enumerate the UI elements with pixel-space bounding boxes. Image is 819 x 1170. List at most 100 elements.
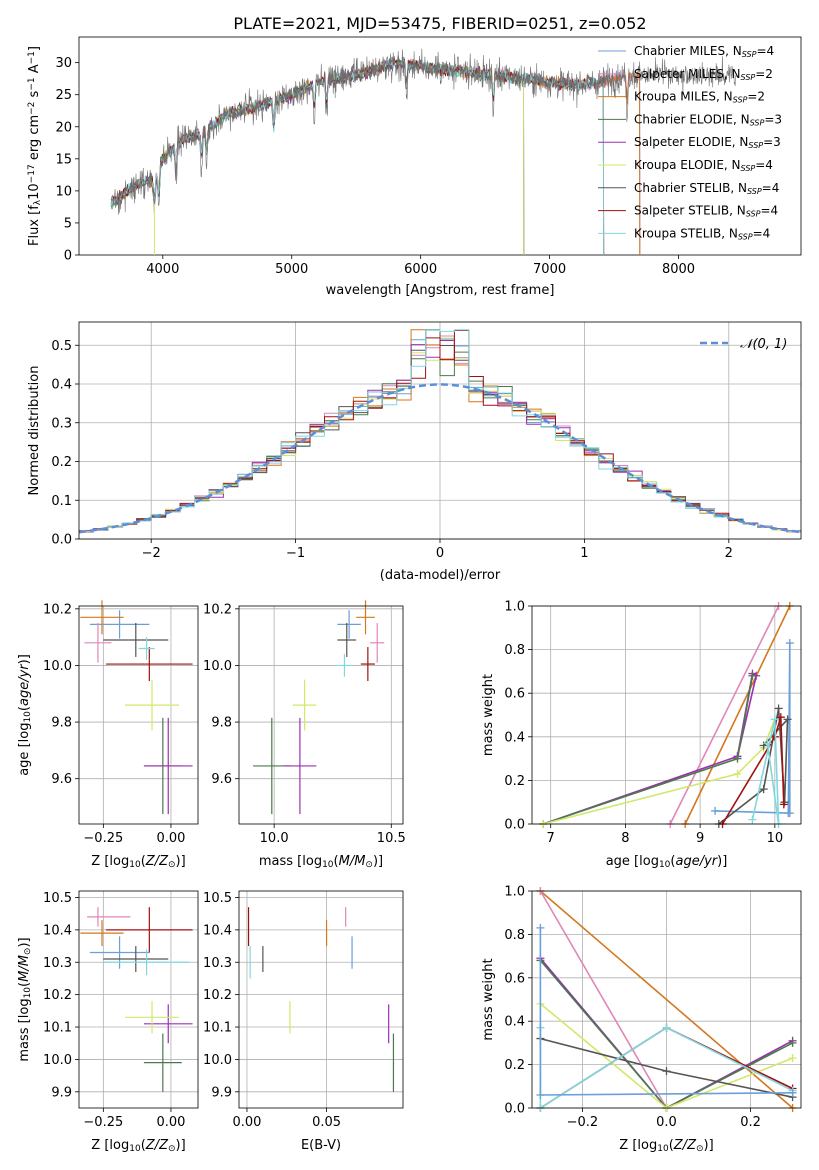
axes-frame: [531, 890, 802, 1109]
weight-marker: [662, 1067, 671, 1076]
x-tick-label: 8: [621, 831, 629, 846]
weight-marker: [785, 639, 794, 648]
y-tick-label: 0.4: [504, 730, 525, 745]
model-spectrum-line: [110, 58, 525, 256]
x-tick-label: 0.05: [312, 1115, 341, 1130]
x-tick-label: 4000: [146, 262, 179, 277]
x-tick-label: −1: [286, 546, 305, 561]
model-spectrum-line: [110, 56, 525, 256]
y-tick-label: 0.2: [504, 774, 525, 789]
weight-marker: [779, 800, 788, 809]
weight-line: [543, 719, 776, 825]
y-axis-label: mass weight: [481, 674, 496, 756]
model-spectrum-line: [110, 57, 605, 256]
weight-marker: [774, 704, 783, 713]
x-tick-label: 9: [696, 831, 704, 846]
y-tick-label: 9.6: [51, 772, 72, 787]
y-tick-label: 10.2: [203, 602, 232, 617]
y-tick-label: 10.5: [203, 891, 232, 906]
y-tick-label: 10.4: [43, 923, 72, 938]
y-tick-label: 10.0: [43, 659, 72, 674]
legend-entry: 𝒩(0, 1): [740, 337, 787, 352]
x-tick-label: −2: [142, 546, 161, 561]
legend-entry: Salpeter MILES, NSSP=2: [634, 67, 773, 82]
y-axis-label: mass weight: [481, 958, 496, 1040]
weight-marker: [733, 769, 742, 778]
y-tick-label: 0.0: [504, 818, 525, 833]
x-tick-label: 1: [580, 546, 588, 561]
y-tick-label: 1.0: [504, 885, 525, 900]
legend-entry: Kroupa MILES, NSSP=2: [634, 90, 765, 105]
y-axis-label: Flux [fλ10−17 erg cm−2 s−1 A−1]: [27, 46, 43, 246]
y-tick-label: 0.2: [504, 1058, 525, 1073]
y-tick-label: 0.3: [51, 416, 72, 431]
axes-frame: [78, 605, 199, 825]
y-tick-label: 9.9: [211, 1085, 232, 1100]
y-axis-label: age [log10(age/yr)]: [17, 654, 33, 776]
y-tick-label: 9.6: [211, 772, 232, 787]
legend-entry: Chabrier MILES, NSSP=4: [634, 44, 774, 59]
weight-marker: [788, 1038, 797, 1047]
y-tick-label: 0.5: [51, 339, 72, 354]
weight-marker: [783, 715, 792, 724]
y-tick-label: 10.0: [203, 1053, 232, 1068]
y-tick-label: 10.3: [43, 956, 72, 971]
y-tick-label: 0: [64, 249, 72, 264]
x-tick-label: 0.0: [656, 1115, 677, 1130]
weight-marker: [748, 671, 757, 680]
figure-title: PLATE=2021, MJD=53475, FIBERID=0251, z=0…: [233, 14, 646, 33]
axes-frame: [531, 605, 802, 825]
weight-marker: [536, 1090, 545, 1099]
y-tick-label: 0.4: [51, 378, 72, 393]
axes-frame: [238, 605, 404, 825]
y-tick-label: 10.3: [203, 956, 232, 971]
y-tick-label: 15: [55, 152, 72, 167]
y-tick-label: 10: [55, 184, 72, 199]
x-tick-label: 0.00: [156, 831, 185, 846]
histogram-series: [79, 329, 801, 532]
y-tick-label: 0.2: [51, 455, 72, 470]
weight-line: [669, 605, 780, 825]
model-spectrum-line: [110, 59, 525, 256]
x-tick-label: −0.25: [83, 1115, 123, 1130]
x-tick-label: 0.00: [156, 1115, 185, 1130]
y-tick-label: 10.2: [43, 602, 72, 617]
y-tick-label: 0.6: [504, 687, 525, 702]
x-tick-label: −0.25: [83, 831, 123, 846]
y-tick-label: 10.1: [43, 1021, 72, 1036]
x-tick-label: 8000: [662, 262, 695, 277]
x-tick-label: −0.2: [567, 1115, 599, 1130]
x-tick-label: 10.0: [260, 831, 289, 846]
x-tick-label: 10: [767, 831, 784, 846]
y-tick-label: 0.1: [51, 494, 72, 509]
x-tick-label: 0.00: [232, 1115, 261, 1130]
y-axis-label: mass [log10(M/M⊙)]: [17, 937, 33, 1061]
weight-line: [721, 716, 785, 825]
y-tick-label: 0.8: [504, 643, 525, 658]
weight-line: [542, 672, 758, 825]
weight-line: [715, 643, 791, 814]
x-axis-label: mass [log10(M/M⊙)]: [259, 854, 383, 870]
y-tick-label: 20: [55, 120, 72, 135]
x-axis-label: wavelength [Angstrom, rest frame]: [326, 283, 555, 298]
x-axis-label: age [log10(age/yr)]: [606, 854, 728, 870]
axes-frame: [78, 36, 802, 256]
weight-line: [539, 890, 668, 1109]
model-spectrum-line: [110, 58, 605, 256]
x-tick-label: 0: [436, 546, 444, 561]
y-tick-label: 10.4: [203, 923, 232, 938]
model-spectrum-line: [110, 55, 605, 256]
legend-entry: Chabrier ELODIE, NSSP=3: [634, 112, 782, 127]
weight-marker: [711, 806, 720, 815]
y-tick-label: 1.0: [504, 600, 525, 615]
y-tick-label: 9.8: [211, 716, 232, 731]
weight-line: [539, 890, 794, 1109]
weight-marker: [788, 1088, 797, 1097]
x-axis-label: E(B-V): [301, 1138, 341, 1153]
y-tick-label: 30: [55, 56, 72, 71]
legend-entry: Kroupa ELODIE, NSSP=4: [634, 158, 773, 173]
legend-entry: Salpeter STELIB, NSSP=4: [634, 204, 778, 219]
y-tick-label: 10.5: [43, 891, 72, 906]
y-tick-label: 0.6: [504, 971, 525, 986]
weight-marker: [536, 923, 545, 932]
